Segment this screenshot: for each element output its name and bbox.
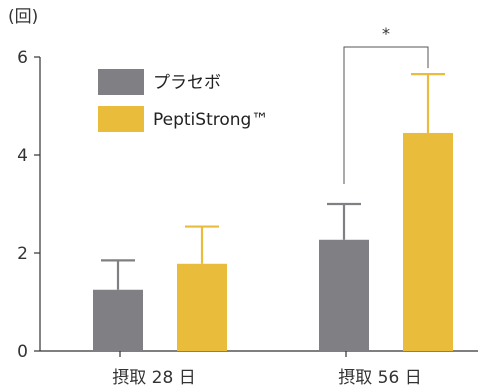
bar-peptistrong-1 [403, 132, 453, 351]
bar-placebo-1 [319, 239, 369, 351]
legend-swatch-peptistrong [98, 106, 144, 132]
legend-swatch-placebo [98, 69, 144, 95]
x-tick-label: 摂取 28 日 [112, 368, 195, 387]
bar-placebo-0 [93, 289, 143, 351]
x-axis-ticks: 摂取 28 日 摂取 56 日 [112, 351, 422, 387]
significance-bracket [343, 46, 429, 184]
significance-annotations: * [343, 24, 429, 184]
legend-label-peptistrong: PeptiStrong™ [153, 110, 268, 130]
significance-marker: * [382, 24, 390, 43]
y-axis-ticks: 0 2 4 6 [17, 48, 40, 362]
legend: プラセボ PeptiStrong™ [98, 69, 268, 132]
legend-label-placebo: プラセボ [153, 73, 221, 93]
y-axis-unit-label: (回) [8, 7, 38, 27]
y-tick-label: 4 [17, 146, 28, 166]
y-tick-label: 0 [17, 342, 28, 362]
y-tick-label: 2 [17, 244, 28, 264]
bar-peptistrong-0 [177, 263, 227, 351]
error-bars-layer [101, 73, 445, 290]
x-tick-label: 摂取 56 日 [338, 368, 421, 387]
bars-layer [93, 132, 453, 351]
y-tick-label: 6 [17, 48, 28, 68]
